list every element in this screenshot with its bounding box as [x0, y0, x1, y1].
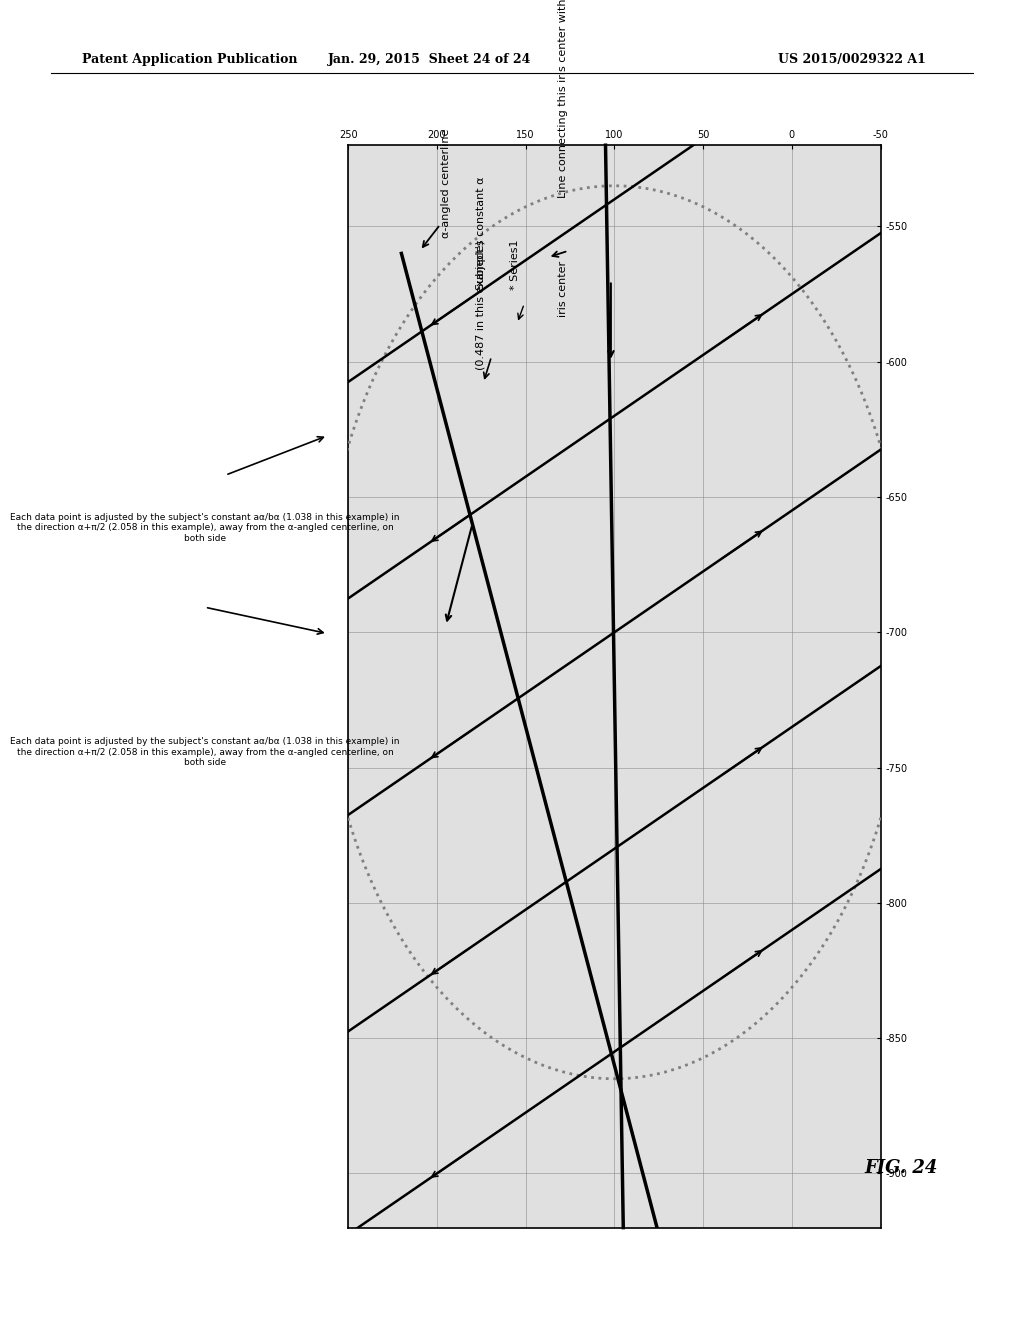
Text: Line connecting this iris center with left: Line connecting this iris center with le… [558, 0, 568, 198]
Text: Patent Application Publication: Patent Application Publication [82, 53, 297, 66]
Text: (0.487 in this example): (0.487 in this example) [476, 240, 486, 370]
Text: Each data point is adjusted by the subject's constant aα/bα (1.038 in this examp: Each data point is adjusted by the subje… [10, 513, 399, 543]
Text: Each data point is adjusted by the subject's constant aα/bα (1.038 in this examp: Each data point is adjusted by the subje… [10, 738, 399, 767]
Text: iris center: iris center [558, 260, 568, 317]
Text: α-angled centerline: α-angled centerline [440, 128, 451, 238]
Text: Subject's constant α: Subject's constant α [476, 177, 486, 290]
Text: US 2015/0029322 A1: US 2015/0029322 A1 [778, 53, 926, 66]
Text: Jan. 29, 2015  Sheet 24 of 24: Jan. 29, 2015 Sheet 24 of 24 [329, 53, 531, 66]
Text: FIG. 24: FIG. 24 [864, 1159, 938, 1177]
Text: * Series1: * Series1 [510, 240, 520, 290]
